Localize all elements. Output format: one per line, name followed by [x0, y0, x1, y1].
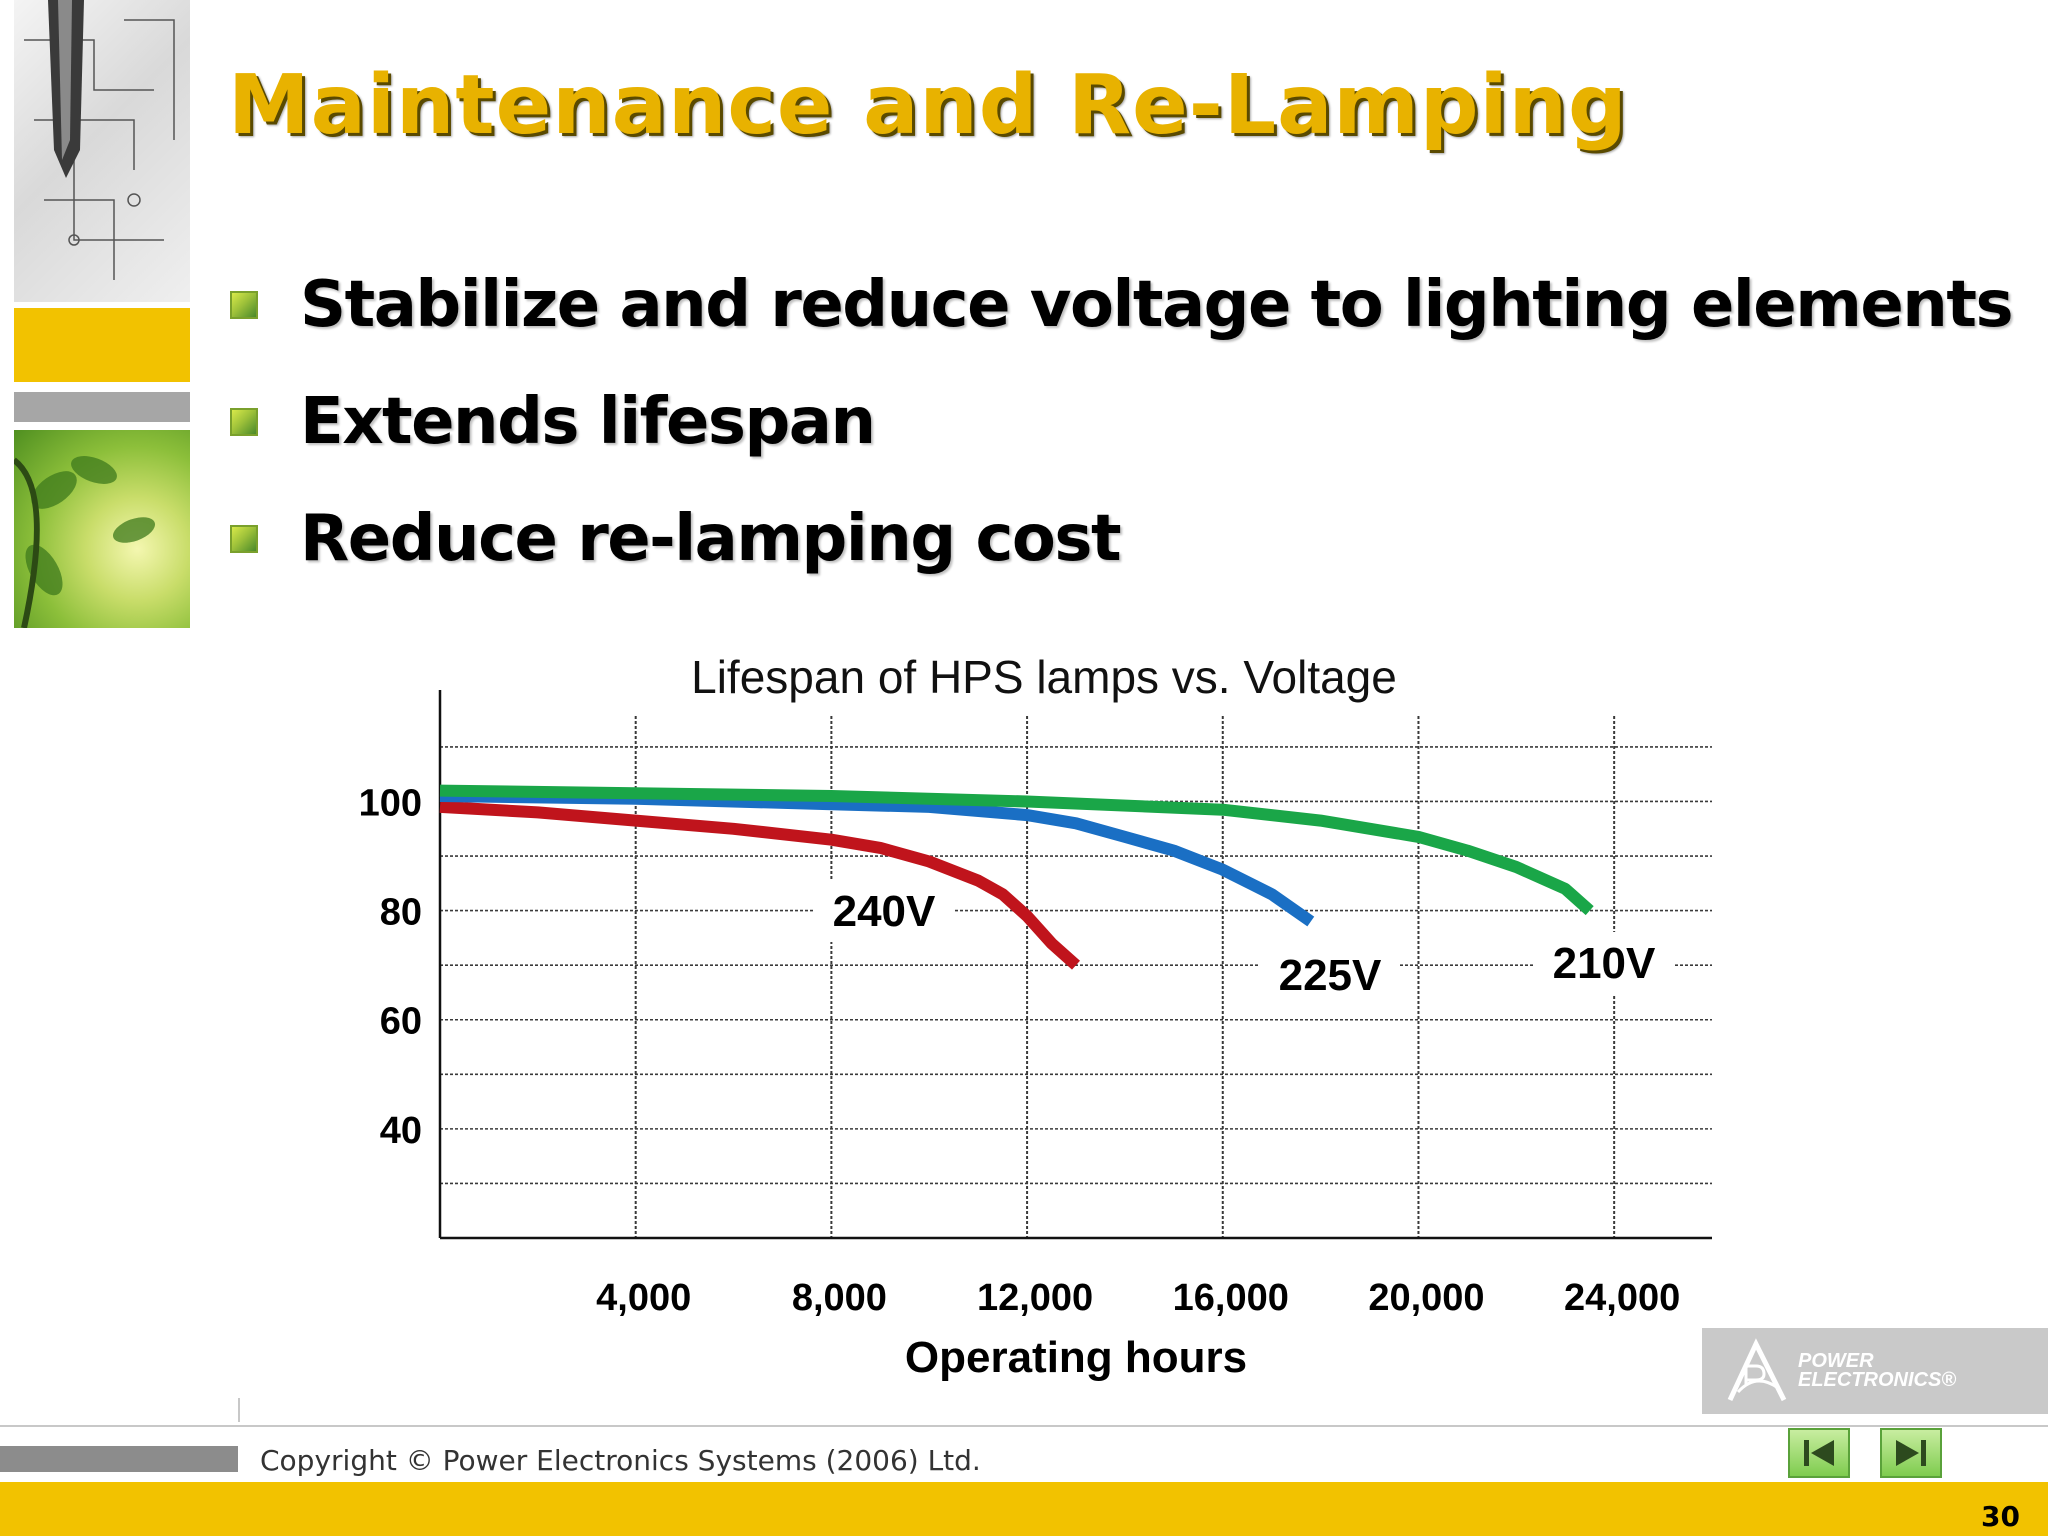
series-label-240V: 240V: [833, 887, 936, 936]
bullet-text: Reduce re-lamping cost: [300, 501, 1122, 576]
x-axis-title: Operating hours: [905, 1333, 1247, 1382]
company-logo: POWER ELECTRONICS®: [1702, 1328, 2048, 1414]
series-line-240V: [439, 800, 1080, 970]
yellow-accent-block: [14, 308, 190, 382]
copyright-text: Copyright © Power Electronics Systems (2…: [260, 1444, 981, 1477]
page-number: 30: [1981, 1500, 2020, 1533]
series-line-210V: [439, 784, 1594, 916]
footer-divider: [0, 1425, 2048, 1427]
x-tick-label: 20,000: [1368, 1277, 1484, 1319]
slide-title: Maintenance and Re-Lamping: [228, 58, 1628, 153]
footer-yellow-band: [0, 1482, 2048, 1536]
bullet-item: Extends lifespan: [230, 363, 2012, 480]
y-tick-label: 100: [359, 782, 422, 824]
bullet-text: Extends lifespan: [300, 384, 876, 459]
y-tick-label: 80: [380, 892, 422, 934]
lifespan-chart: 240V 225V 210V 40 60 80 100 4,000 8,000 12,000 16,…: [359, 690, 1712, 1382]
first-slide-button[interactable]: [1788, 1428, 1850, 1478]
series-label-210V: 210V: [1553, 939, 1656, 988]
power-electronics-logo-icon: [1727, 1338, 1787, 1402]
series-label-background: [1534, 932, 1674, 994]
bullet-list: Stabilize and reduce voltage to lighting…: [230, 246, 2014, 597]
logo-line-2: ELECTRONICS®: [1798, 1369, 1957, 1391]
logo-line-1: POWER: [1798, 1350, 1874, 1372]
series-label-225V: 225V: [1279, 951, 1382, 1000]
bullet-item: Reduce re-lamping cost: [230, 480, 2012, 597]
skip-forward-icon: [1896, 1440, 1926, 1466]
footer-gray-bar: [0, 1446, 238, 1472]
x-tick-label: 8,000: [792, 1277, 887, 1319]
y-tick-label: 40: [380, 1110, 422, 1152]
square-bullet-icon: [230, 290, 258, 319]
series-line-225V: [439, 790, 1315, 927]
series-label-background: [814, 880, 954, 942]
skip-back-icon: [1804, 1440, 1834, 1466]
gray-accent-block: [14, 392, 190, 422]
green-leaves-image: [14, 430, 190, 628]
x-tick-label: 16,000: [1173, 1277, 1289, 1319]
x-tick-label: 12,000: [977, 1277, 1093, 1319]
logo-text: POWER ELECTRONICS®: [1798, 1350, 1957, 1391]
bullet-text: Stabilize and reduce voltage to lighting…: [300, 267, 2014, 342]
bullet-item: Stabilize and reduce voltage to lighting…: [230, 246, 2014, 363]
square-bullet-icon: [230, 524, 258, 553]
square-bullet-icon: [230, 407, 258, 436]
series-label-background: [1260, 944, 1400, 1006]
y-tick-label: 60: [380, 1001, 422, 1043]
last-slide-button[interactable]: [1880, 1428, 1942, 1478]
footer-divider-tick: [238, 1398, 240, 1422]
chart-title: Lifespan of HPS lamps vs. Voltage: [691, 651, 1397, 703]
x-tick-label: 4,000: [596, 1277, 691, 1319]
blueprint-pen-image: [14, 0, 190, 302]
x-tick-label: 24,000: [1564, 1277, 1680, 1319]
